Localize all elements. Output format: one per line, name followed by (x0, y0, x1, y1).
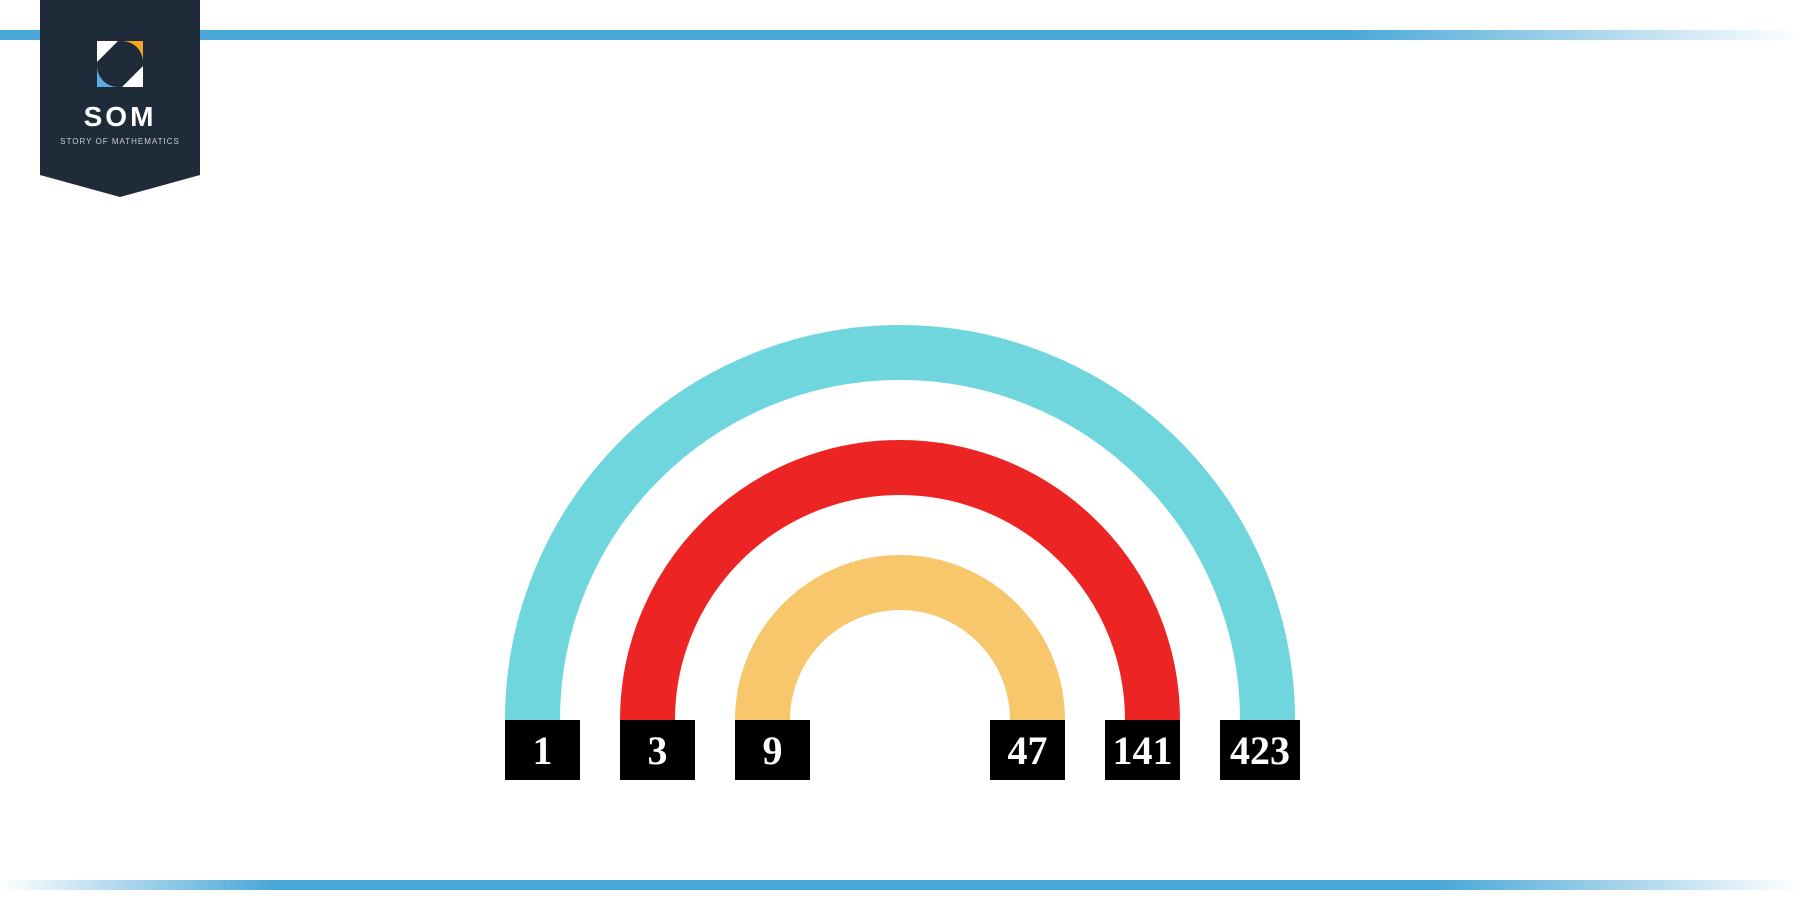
brand-badge: SOM STORY OF MATHEMATICS (40, 0, 200, 175)
bottom-accent-bar (0, 880, 1800, 890)
factor-label: 47 (990, 720, 1065, 780)
brand-logo-icon (95, 39, 145, 89)
brand-title: SOM (84, 101, 157, 133)
factor-label: 1 (505, 720, 580, 780)
factor-label: 423 (1220, 720, 1300, 780)
top-accent-bar (0, 30, 1800, 40)
arc-pair-2 (763, 583, 1038, 721)
factor-rainbow-diagram (500, 260, 1300, 780)
factor-label: 141 (1105, 720, 1180, 780)
brand-subtitle: STORY OF MATHEMATICS (60, 137, 180, 146)
factor-label: 9 (735, 720, 810, 780)
factor-label: 3 (620, 720, 695, 780)
